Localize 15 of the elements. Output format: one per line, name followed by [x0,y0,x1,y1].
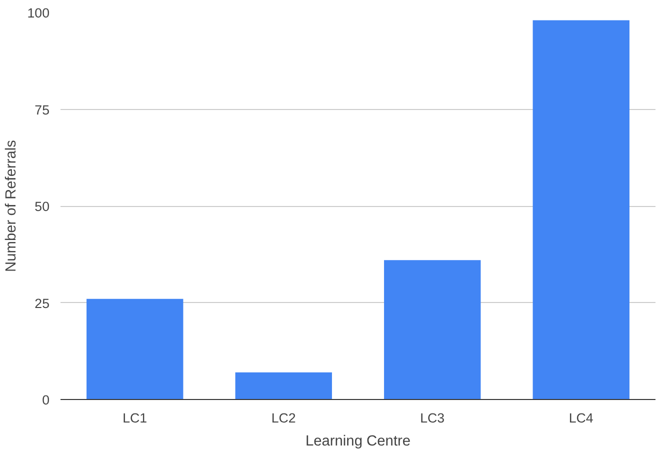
x-tick-label: LC1 [122,410,148,426]
y-axis-title: Number of Referrals [3,140,20,272]
x-axis-title: Learning Centre [305,434,411,450]
y-tick-label: 100 [27,6,50,20]
x-tick-label: LC3 [420,410,445,426]
bar [532,20,630,400]
bar [384,260,481,400]
y-tick-label: 0 [42,392,50,408]
bar [235,372,332,400]
x-tick-label: LC4 [568,410,594,426]
x-tick-label: LC2 [271,410,296,426]
y-tick-label: 25 [34,296,50,311]
y-tick-label: 75 [34,102,50,118]
y-tick-label: 50 [34,199,50,214]
bar [86,298,184,400]
